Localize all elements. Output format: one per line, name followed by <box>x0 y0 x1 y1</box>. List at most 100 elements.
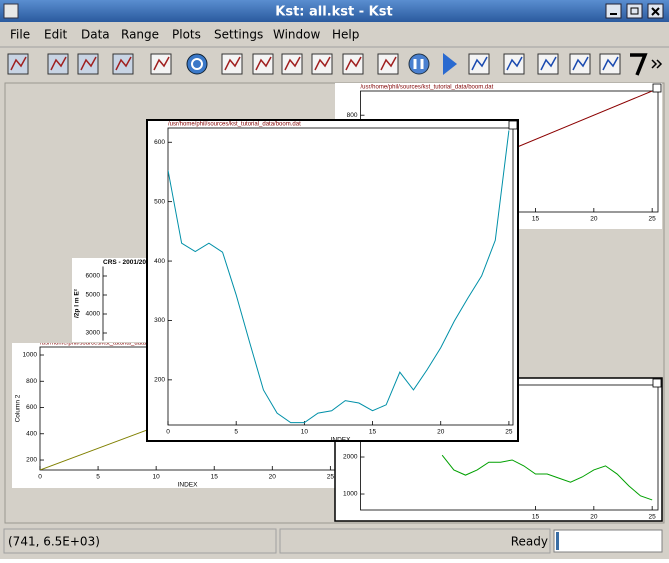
y-axis-label: /2p l m E² <box>74 288 81 318</box>
data-line <box>168 130 510 424</box>
menu-item[interactable]: Plots <box>172 28 201 42</box>
x-tick-label: 25 <box>649 514 657 521</box>
more-chevron[interactable] <box>651 59 663 69</box>
toolbar-button[interactable] <box>569 53 591 75</box>
toolbar-button[interactable] <box>281 53 303 75</box>
toolbar-button[interactable] <box>503 53 525 75</box>
toolbar-button[interactable] <box>342 53 364 75</box>
icon <box>112 53 134 75</box>
icon <box>252 53 274 75</box>
window-title: Kst: all.kst - Kst <box>275 5 392 20</box>
toolbar-button[interactable] <box>443 53 457 75</box>
icon <box>345 56 362 71</box>
plot-title: /usr/home/phil/sources/kst_tutorial_data… <box>361 85 494 91</box>
toolbar-button[interactable] <box>221 53 243 75</box>
status-message-box <box>279 528 551 554</box>
y-axis-label: Column 4 <box>143 262 150 290</box>
toolbar-button[interactable] <box>408 53 430 75</box>
title-bar <box>0 0 669 22</box>
plot-background <box>72 258 147 342</box>
icon <box>255 56 272 71</box>
toolbar-button[interactable] <box>186 53 208 75</box>
icon <box>569 53 591 75</box>
menu-item[interactable]: Range <box>121 28 159 42</box>
progress-fill <box>556 532 559 550</box>
y-tick-label: 300 <box>154 317 165 324</box>
x-tick-label: 10 <box>153 474 161 481</box>
y-tick-label: 400 <box>154 258 165 265</box>
data-line <box>441 454 653 501</box>
icon <box>468 53 490 75</box>
menu-item[interactable]: Settings <box>214 28 263 42</box>
minimize-button[interactable] <box>605 3 622 19</box>
y-tick-label: 2000 <box>343 454 358 461</box>
toolbar-button[interactable] <box>599 53 621 75</box>
resize-handle[interactable] <box>652 378 662 388</box>
y-tick-label: 5000 <box>86 292 101 299</box>
toolbar-button[interactable] <box>377 53 399 75</box>
x-tick-label: 25 <box>505 429 513 436</box>
plot-area: /usr/home/phil/sources/kst_tutorial_data… <box>12 83 663 522</box>
menu-item[interactable]: Window <box>273 28 321 42</box>
window-buttons <box>605 3 664 19</box>
y-tick-label: 200 <box>26 457 37 464</box>
toolbar-button[interactable] <box>252 53 274 75</box>
toolbar-button[interactable] <box>150 53 172 75</box>
icon <box>471 56 488 71</box>
icon <box>413 59 424 69</box>
icon <box>408 53 430 75</box>
toolbar-button[interactable] <box>112 53 134 75</box>
icon <box>602 56 619 71</box>
icon <box>115 56 132 71</box>
plot-title: CRS - 2001/20 <box>103 259 146 266</box>
y-tick-label: 1000 <box>343 491 358 498</box>
plot[interactable]: /usr/home/phil/sources/kst_tutorial_data… <box>143 119 519 444</box>
menu-item[interactable]: Data <box>81 28 110 42</box>
resize-handle[interactable] <box>652 83 662 93</box>
toolbar-button[interactable] <box>77 53 99 75</box>
icon <box>186 53 208 75</box>
icon <box>281 53 303 75</box>
plot-background <box>146 119 519 442</box>
text-icon[interactable] <box>630 53 648 76</box>
toolbar-button[interactable] <box>47 53 69 75</box>
icon <box>153 56 170 71</box>
y-tick-label: 800 <box>26 378 37 385</box>
y-tick-label: 600 <box>26 404 37 411</box>
menu-item[interactable]: Help <box>332 28 359 42</box>
menu-item[interactable]: Edit <box>44 28 68 42</box>
icon <box>191 58 203 70</box>
plot-content: /usr/home/phil/sources/kst_tutorial_data… <box>143 122 514 441</box>
icon <box>221 53 243 75</box>
icon <box>77 53 99 75</box>
x-axis-label: INDEX <box>178 482 199 489</box>
toolbar-button[interactable] <box>7 53 29 75</box>
x-tick-label: 0 <box>166 429 170 436</box>
maximize-button[interactable] <box>626 3 643 19</box>
status-message: Ready <box>511 535 548 549</box>
toolbar-button[interactable] <box>311 53 333 75</box>
toolbar-button[interactable] <box>468 53 490 75</box>
y-tick-label: 800 <box>347 112 358 119</box>
x-tick-label: 10 <box>301 429 309 436</box>
toolbar-button[interactable] <box>537 53 559 75</box>
plot-title: /usr/home/phil/sources/kst_tutorial_data… <box>168 122 301 128</box>
x-tick-label: 20 <box>590 514 598 521</box>
y-tick-label: 400 <box>26 430 37 437</box>
x-tick-label: 15 <box>532 514 540 521</box>
x-tick-label: 20 <box>269 474 277 481</box>
x-tick-label: 25 <box>327 474 335 481</box>
menu-item[interactable]: File <box>10 28 30 42</box>
resize-handle[interactable] <box>508 120 518 130</box>
icon <box>380 56 397 71</box>
icon <box>224 56 241 71</box>
app-icon[interactable] <box>3 3 19 19</box>
x-tick-label: 15 <box>369 429 377 436</box>
icon <box>150 53 172 75</box>
y-tick-label: 500 <box>154 198 165 205</box>
x-tick-label: 15 <box>532 216 540 223</box>
status-position: (741, 6.5E+03) <box>8 535 100 549</box>
x-tick-label: 20 <box>590 216 598 223</box>
